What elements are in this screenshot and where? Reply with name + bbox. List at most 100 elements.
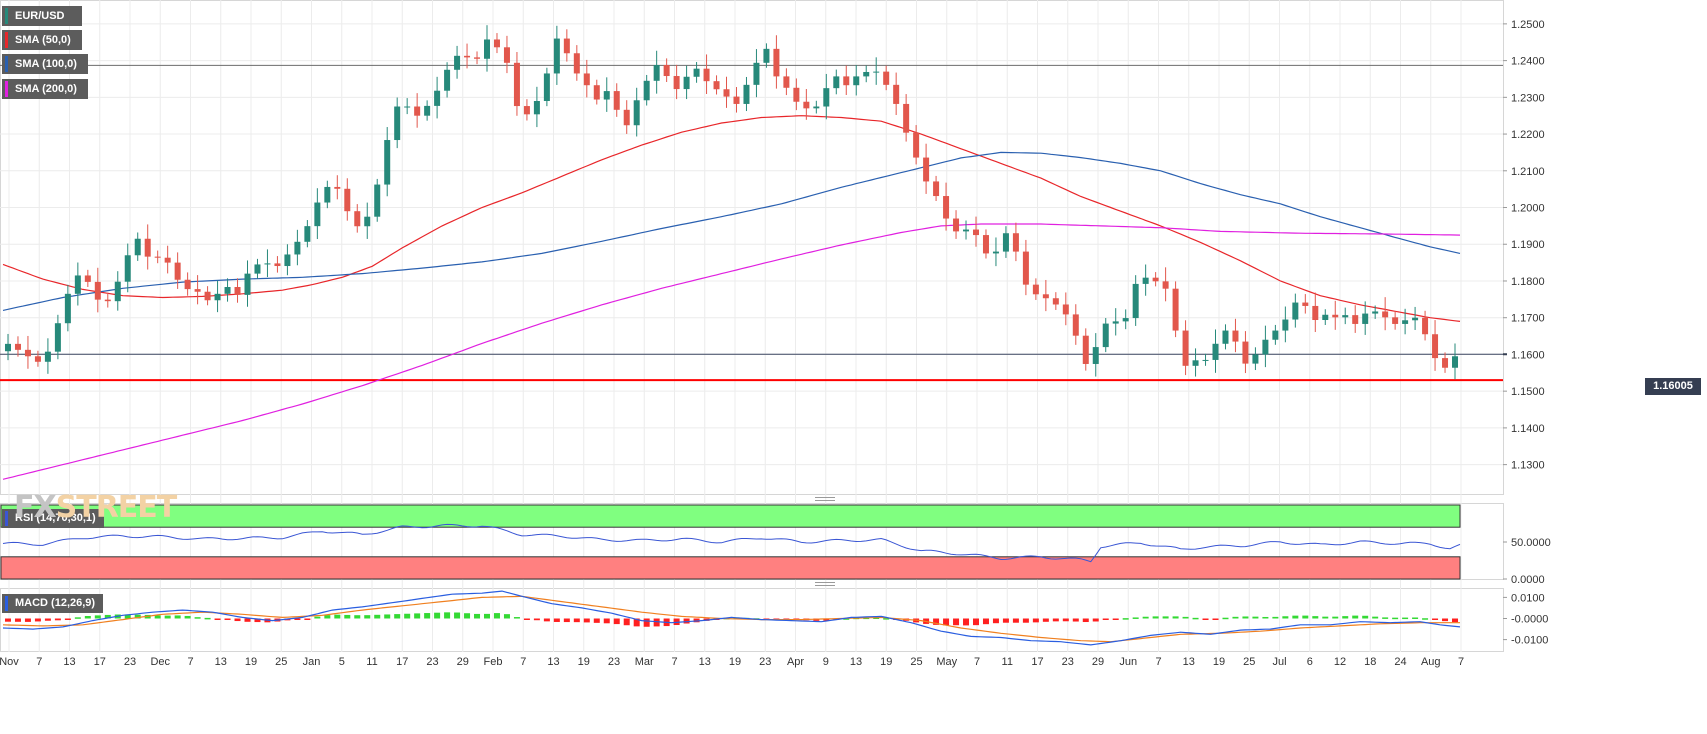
candle-down: [1382, 311, 1389, 318]
x-tick-label: 23: [759, 656, 771, 668]
candle-up: [124, 255, 131, 282]
x-tick-label: 7: [520, 656, 526, 668]
candle-down: [1072, 314, 1079, 336]
x-tick-label: Mar: [635, 656, 654, 668]
pane-resize-handle-top[interactable]: [815, 497, 835, 498]
candle-up: [693, 68, 700, 77]
x-tick-label: 17: [1031, 656, 1043, 668]
macd-hist-bar-pos: [1172, 616, 1179, 619]
macd-hist-bar-neg: [1442, 618, 1449, 622]
macd-hist-bar-neg: [234, 618, 241, 622]
macd-hist-bar-pos: [1162, 616, 1169, 619]
rsi-legend-swatch: [5, 511, 8, 526]
macd-hist-bar-neg: [44, 618, 51, 621]
macd-hist-bar-neg: [523, 618, 530, 620]
y-tick-label: 1.2300: [1511, 92, 1545, 104]
macd-hist-bar-neg: [24, 618, 31, 622]
fxstreet-watermark: FXSTREET: [14, 490, 177, 525]
candle-down: [1242, 341, 1249, 364]
legend-sma50-swatch: [5, 32, 8, 48]
candle-up: [963, 229, 970, 232]
candle-down: [104, 299, 111, 302]
candle-up: [1262, 339, 1269, 355]
x-tick-label: 19: [1213, 656, 1225, 668]
macd-hist-bar-neg: [553, 618, 560, 622]
candle-up: [214, 293, 221, 301]
macd-hist-bar-neg: [533, 618, 540, 621]
candle-down: [713, 81, 720, 90]
candle-down: [723, 89, 730, 97]
pane-resize-handle-rsi-top[interactable]: [815, 582, 835, 583]
candle-down: [893, 84, 900, 104]
macd-hist-bar-neg: [583, 618, 590, 623]
candle-down: [563, 38, 570, 54]
legend-sma100-label: SMA (100,0): [15, 58, 77, 70]
macd-legend-label: MACD (12,26,9): [15, 597, 96, 609]
candle-down: [933, 181, 940, 197]
macd-hist-bar-pos: [1182, 616, 1189, 619]
y-tick-label: 1.2100: [1511, 166, 1545, 178]
macd-hist-bar-pos: [334, 614, 341, 619]
macd-hist-bar-pos: [324, 615, 331, 619]
candle-up: [484, 39, 491, 59]
candle-down: [464, 55, 471, 58]
candle-down: [274, 263, 281, 267]
pane-resize-handle-bottom[interactable]: [815, 500, 835, 501]
macd-hist-bar-pos: [1282, 616, 1289, 619]
macd-hist-bar-neg: [1032, 618, 1039, 623]
candle-up: [1102, 323, 1109, 348]
macd-hist-bar-pos: [424, 613, 431, 619]
macd-hist-bar-pos: [444, 612, 451, 619]
rsi-y-tick-label: 50.0000: [1511, 537, 1551, 549]
macd-hist-bar-pos: [164, 615, 171, 619]
macd-y-tick-label: -0.0100: [1511, 635, 1548, 647]
macd-hist-bar-pos: [454, 612, 461, 619]
x-tick-label: 23: [124, 656, 136, 668]
legend-symbol[interactable]: EUR/USD: [2, 6, 82, 26]
macd-hist-bar-pos: [154, 615, 161, 619]
candle-up: [743, 84, 750, 104]
x-tick-label: Feb: [484, 656, 503, 668]
candle-up: [873, 71, 880, 73]
candle-down: [1302, 302, 1309, 306]
candle-down: [883, 71, 890, 85]
macd-hist-bar-neg: [1012, 618, 1019, 623]
macd-hist-bar-pos: [513, 617, 520, 619]
macd-hist-bar-neg: [214, 618, 221, 620]
macd-hist-bar-pos: [1352, 615, 1359, 619]
candle-up: [224, 287, 231, 294]
macd-hist-bar-pos: [1152, 616, 1159, 619]
legend-sma200-swatch: [5, 81, 8, 97]
macd-hist-bar-pos: [1312, 616, 1319, 619]
macd-hist-bar-neg: [673, 618, 680, 626]
macd-hist-bar-neg: [1072, 618, 1079, 622]
macd-hist-bar-neg: [943, 618, 950, 626]
y-tick-label: 1.1300: [1511, 460, 1545, 472]
macd-hist-bar-neg: [623, 618, 630, 626]
candle-up: [304, 226, 311, 242]
y-tick-label: 1.2400: [1511, 56, 1545, 68]
macd-hist-bar-pos: [503, 614, 510, 619]
legend-sma50[interactable]: SMA (50,0): [2, 30, 82, 50]
rsi-legend[interactable]: RSI (14,70,30,1): [2, 509, 104, 528]
pane-resize-handle-rsi-bottom[interactable]: [815, 585, 835, 586]
candle-up: [1112, 321, 1119, 324]
y-tick-label: 1.1800: [1511, 276, 1545, 288]
y-tick-label: 1.2200: [1511, 129, 1545, 141]
legend-sma200[interactable]: SMA (200,0): [2, 79, 88, 99]
x-tick-label: 11: [366, 656, 377, 668]
macd-legend[interactable]: MACD (12,26,9): [2, 594, 104, 613]
candle-up: [1342, 315, 1349, 318]
rsi-y-tick-label: 0.0000: [1511, 574, 1545, 586]
macd-hist-bar-pos: [354, 615, 361, 619]
x-tick-label: 25: [1243, 656, 1255, 668]
macd-hist-bar-pos: [1222, 617, 1229, 620]
macd-hist-bar-pos: [394, 614, 401, 619]
macd-hist-bar-pos: [1372, 616, 1379, 619]
macd-hist-bar-neg: [4, 618, 11, 622]
candle-up: [1402, 320, 1409, 324]
legend-sma100[interactable]: SMA (100,0): [2, 54, 88, 74]
candle-up: [1142, 277, 1149, 284]
candle-up: [1272, 330, 1279, 340]
